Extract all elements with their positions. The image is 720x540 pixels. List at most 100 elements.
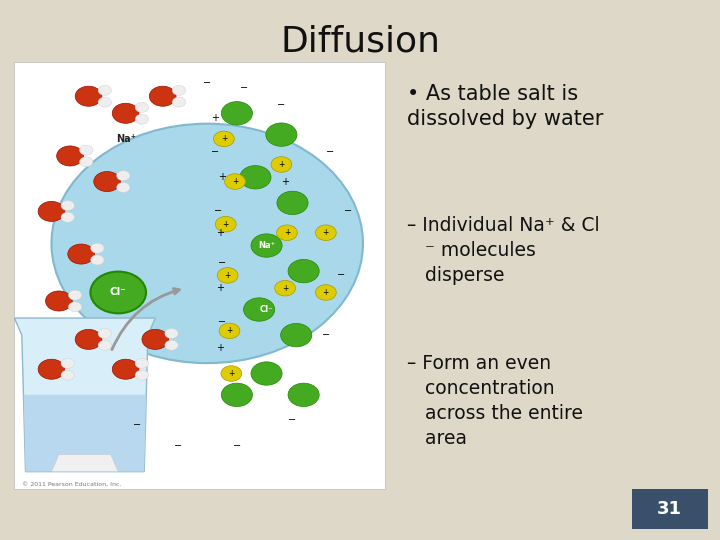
- Text: +: +: [222, 220, 229, 229]
- Text: Cl⁻: Cl⁻: [260, 305, 274, 314]
- Text: +: +: [281, 177, 289, 186]
- Circle shape: [91, 255, 104, 265]
- Text: +: +: [211, 112, 219, 123]
- Text: −: −: [289, 415, 297, 426]
- Circle shape: [215, 217, 236, 232]
- Text: +: +: [282, 284, 288, 293]
- Circle shape: [217, 268, 238, 283]
- Circle shape: [266, 123, 297, 146]
- Circle shape: [315, 225, 336, 240]
- Text: −: −: [344, 206, 352, 217]
- Circle shape: [251, 234, 282, 257]
- Text: +: +: [216, 228, 224, 238]
- Text: −: −: [337, 271, 345, 280]
- Ellipse shape: [52, 124, 363, 363]
- Circle shape: [221, 102, 253, 125]
- Circle shape: [172, 85, 186, 96]
- Circle shape: [135, 370, 148, 380]
- Circle shape: [135, 359, 148, 368]
- FancyBboxPatch shape: [632, 489, 708, 529]
- Circle shape: [57, 146, 84, 166]
- Circle shape: [219, 323, 240, 339]
- Text: 31: 31: [657, 500, 682, 518]
- Circle shape: [98, 85, 112, 96]
- Circle shape: [117, 171, 130, 181]
- Circle shape: [165, 328, 179, 339]
- Circle shape: [98, 340, 112, 350]
- Circle shape: [112, 103, 139, 123]
- Circle shape: [68, 290, 82, 300]
- Text: Na⁺: Na⁺: [116, 134, 135, 144]
- Text: +: +: [278, 160, 284, 169]
- Text: +: +: [218, 172, 226, 183]
- Circle shape: [98, 328, 112, 339]
- Polygon shape: [52, 455, 118, 471]
- Circle shape: [142, 329, 168, 349]
- Circle shape: [277, 191, 308, 214]
- Circle shape: [240, 166, 271, 189]
- Text: −: −: [325, 147, 333, 157]
- Text: – Individual Na⁺ & Cl
   ⁻ molecules
   disperse: – Individual Na⁺ & Cl ⁻ molecules disper…: [407, 216, 600, 285]
- Circle shape: [61, 359, 74, 368]
- FancyBboxPatch shape: [14, 62, 385, 489]
- Circle shape: [276, 225, 297, 240]
- Circle shape: [80, 145, 93, 155]
- Text: +: +: [216, 283, 224, 293]
- Text: +: +: [225, 271, 231, 280]
- Circle shape: [225, 174, 246, 190]
- Text: −: −: [277, 100, 285, 110]
- Circle shape: [243, 298, 275, 321]
- Text: +: +: [216, 343, 224, 353]
- Circle shape: [61, 212, 74, 222]
- Circle shape: [135, 103, 148, 112]
- Text: +: +: [221, 134, 227, 144]
- Circle shape: [117, 183, 130, 192]
- Circle shape: [288, 259, 319, 283]
- Circle shape: [61, 200, 74, 211]
- Text: +: +: [284, 228, 290, 237]
- Text: −: −: [210, 147, 219, 157]
- Text: Cl⁻: Cl⁻: [110, 287, 127, 298]
- Circle shape: [251, 362, 282, 385]
- Text: +: +: [226, 326, 233, 335]
- Circle shape: [38, 359, 65, 379]
- Circle shape: [94, 172, 120, 192]
- Circle shape: [112, 359, 139, 379]
- Circle shape: [135, 114, 148, 124]
- Circle shape: [91, 243, 104, 253]
- Text: © 2011 Pearson Education, Inc.: © 2011 Pearson Education, Inc.: [22, 482, 121, 487]
- Circle shape: [80, 157, 93, 167]
- Polygon shape: [14, 318, 156, 471]
- Text: −: −: [215, 206, 222, 217]
- Text: +: +: [228, 369, 235, 378]
- Text: −: −: [203, 78, 211, 89]
- Circle shape: [91, 272, 146, 313]
- Circle shape: [271, 157, 292, 172]
- Circle shape: [214, 131, 234, 147]
- Circle shape: [149, 86, 176, 106]
- Text: −: −: [218, 258, 226, 268]
- Text: • As table salt is
dissolved by water: • As table salt is dissolved by water: [407, 84, 603, 129]
- Circle shape: [221, 383, 253, 407]
- Circle shape: [45, 291, 72, 311]
- Circle shape: [165, 340, 179, 350]
- Circle shape: [38, 201, 65, 221]
- Circle shape: [61, 370, 74, 380]
- Circle shape: [98, 97, 112, 107]
- Text: +: +: [232, 177, 238, 186]
- Text: – Form an even
   concentration
   across the entire
   area: – Form an even concentration across the …: [407, 354, 582, 448]
- Text: +: +: [323, 288, 329, 297]
- Circle shape: [275, 280, 295, 296]
- Circle shape: [68, 244, 94, 264]
- Circle shape: [172, 97, 186, 107]
- Circle shape: [288, 383, 319, 407]
- Text: Diffusion: Diffusion: [280, 24, 440, 58]
- Circle shape: [68, 302, 82, 312]
- Circle shape: [281, 323, 312, 347]
- Text: −: −: [233, 441, 241, 451]
- Circle shape: [315, 285, 336, 300]
- Text: +: +: [323, 228, 329, 237]
- Text: −: −: [132, 420, 141, 430]
- Text: Na⁺: Na⁺: [258, 241, 275, 250]
- Circle shape: [221, 366, 242, 381]
